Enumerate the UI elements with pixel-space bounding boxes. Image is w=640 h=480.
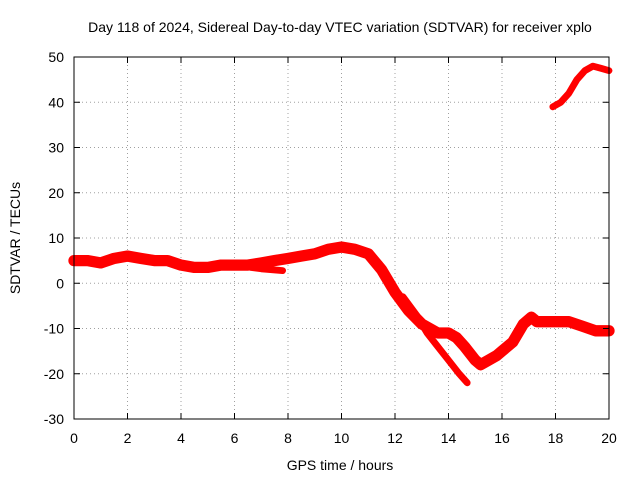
data-point xyxy=(565,90,572,97)
data-point xyxy=(392,289,398,296)
data-point xyxy=(97,259,104,266)
y-tick-label: 0 xyxy=(56,275,64,291)
data-point xyxy=(351,246,358,253)
grid xyxy=(74,57,609,419)
data-point xyxy=(298,253,305,260)
x-tick-label: 12 xyxy=(387,430,403,446)
data-point xyxy=(191,264,198,271)
data-point xyxy=(271,257,278,264)
data-point xyxy=(541,318,548,325)
y-axis-label: SDTVAR / TECUs xyxy=(7,182,23,294)
data-point xyxy=(231,262,238,269)
data-point xyxy=(533,318,540,325)
y-tick-label: 50 xyxy=(48,49,64,65)
y-tick-label: -10 xyxy=(44,321,64,337)
data-point xyxy=(424,330,431,336)
x-tick-label: 20 xyxy=(601,430,617,446)
data-point xyxy=(137,255,144,262)
data-point xyxy=(579,323,586,330)
data-point xyxy=(477,361,484,368)
y-tick-label: 30 xyxy=(48,140,64,156)
x-tick-label: 18 xyxy=(548,430,564,446)
data-point xyxy=(598,65,604,72)
y-tick-label: 10 xyxy=(48,230,64,246)
x-axis-label: GPS time / hours xyxy=(287,457,394,473)
data-point xyxy=(549,103,556,110)
data-point xyxy=(268,266,275,273)
data-point xyxy=(365,250,372,257)
x-tick-label: 14 xyxy=(441,430,457,446)
data-point xyxy=(565,318,572,325)
data-point xyxy=(509,339,516,346)
data-point xyxy=(338,244,345,251)
x-tick-label: 10 xyxy=(334,430,350,446)
data-point xyxy=(589,63,596,70)
data-point xyxy=(493,352,500,359)
data-point xyxy=(218,262,225,269)
data-point xyxy=(528,314,535,321)
x-tick-label: 4 xyxy=(177,430,185,446)
data-point xyxy=(151,257,158,264)
data-point xyxy=(485,357,492,364)
data-point xyxy=(400,293,406,300)
x-tick-label: 6 xyxy=(231,430,239,446)
data-point xyxy=(279,267,286,274)
data-point xyxy=(464,379,471,386)
data-point xyxy=(164,257,171,264)
data-point xyxy=(111,255,118,262)
data-point xyxy=(445,330,452,336)
data-point xyxy=(461,343,468,350)
x-tick-label: 16 xyxy=(494,430,510,446)
data-point xyxy=(557,99,564,106)
data-point xyxy=(573,76,580,83)
data-point xyxy=(445,357,452,364)
data-point xyxy=(413,311,420,318)
y-tick-label: -20 xyxy=(44,366,64,382)
data-point xyxy=(434,343,441,350)
data-point xyxy=(552,318,559,325)
data-point xyxy=(258,259,265,266)
x-tick-label: 0 xyxy=(70,430,78,446)
y-tick-label: -30 xyxy=(44,411,64,427)
series-early-fragment xyxy=(247,264,286,274)
data-point xyxy=(378,266,385,273)
data-point xyxy=(124,253,131,260)
y-tick-label: 20 xyxy=(48,185,64,201)
data-point xyxy=(84,257,91,264)
data-point xyxy=(456,370,463,377)
data-point xyxy=(453,334,460,341)
series-layer xyxy=(68,62,615,387)
data-point xyxy=(258,265,265,272)
x-tick-label: 2 xyxy=(124,430,132,446)
x-tick-label: 8 xyxy=(284,430,292,446)
data-point xyxy=(581,67,588,74)
axis-ticks: 0 2 4 6 8 10 12 14 16 18 20 -30 -20 -10 0 10 20 30 40 50 xyxy=(44,49,617,446)
data-point xyxy=(520,321,527,327)
data-point xyxy=(204,264,211,271)
data-point xyxy=(178,262,184,269)
data-point xyxy=(472,357,479,364)
data-point xyxy=(325,246,332,253)
data-point xyxy=(434,330,441,336)
data-point xyxy=(247,264,254,271)
data-point xyxy=(592,327,599,334)
data-point xyxy=(499,348,505,355)
data-point xyxy=(285,255,291,262)
y-tick-label: 40 xyxy=(48,94,64,110)
chart-title: Day 118 of 2024, Sidereal Day-to-day VTE… xyxy=(88,19,592,35)
data-point xyxy=(311,250,318,257)
